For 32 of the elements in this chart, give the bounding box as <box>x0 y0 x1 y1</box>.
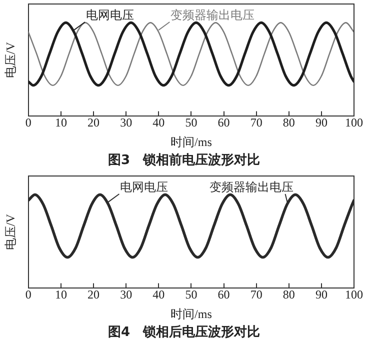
x-tick-label: 80 <box>282 288 295 302</box>
x-tick-label: 50 <box>185 288 198 302</box>
x-tick-label: 40 <box>152 116 165 130</box>
x-tick-label: 30 <box>120 116 132 130</box>
series-label: 变频器输出电压 <box>170 8 255 22</box>
x-tick-label: 90 <box>315 288 328 302</box>
x-tick-label: 60 <box>218 288 230 302</box>
x-tick-label: 100 <box>345 116 363 130</box>
x-tick-label: 70 <box>250 116 262 130</box>
text: 图3 锁相前电压波形对比 <box>106 152 262 170</box>
x-tick-label: 0 <box>25 288 32 302</box>
y-axis-title: 电压/V <box>3 214 18 250</box>
x-tick-label: 50 <box>185 116 198 130</box>
x-tick-label: 0 <box>25 116 32 130</box>
x-tick-label: 10 <box>54 288 67 302</box>
x-axis-title: 时间/ms <box>170 134 212 149</box>
x-tick-label: 40 <box>152 288 165 302</box>
series-label: 电网电压 <box>120 180 168 194</box>
series-label: 变频器输出电压 <box>209 180 294 194</box>
x-axis-title: 时间/ms <box>170 306 212 321</box>
x-tick-label: 70 <box>250 288 262 302</box>
text: 图4 锁相后电压波形对比 <box>106 324 262 342</box>
series-label: 电网电压 <box>86 8 134 22</box>
x-tick-label: 30 <box>120 288 132 302</box>
x-tick-label: 60 <box>218 116 230 130</box>
x-tick-label: 90 <box>315 116 328 130</box>
x-tick-label: 100 <box>345 288 363 302</box>
x-tick-label: 80 <box>282 116 295 130</box>
x-tick-label: 20 <box>88 116 100 130</box>
x-tick-label: 10 <box>54 116 67 130</box>
x-tick-label: 20 <box>88 288 100 302</box>
y-axis-title: 电压/V <box>3 42 18 78</box>
